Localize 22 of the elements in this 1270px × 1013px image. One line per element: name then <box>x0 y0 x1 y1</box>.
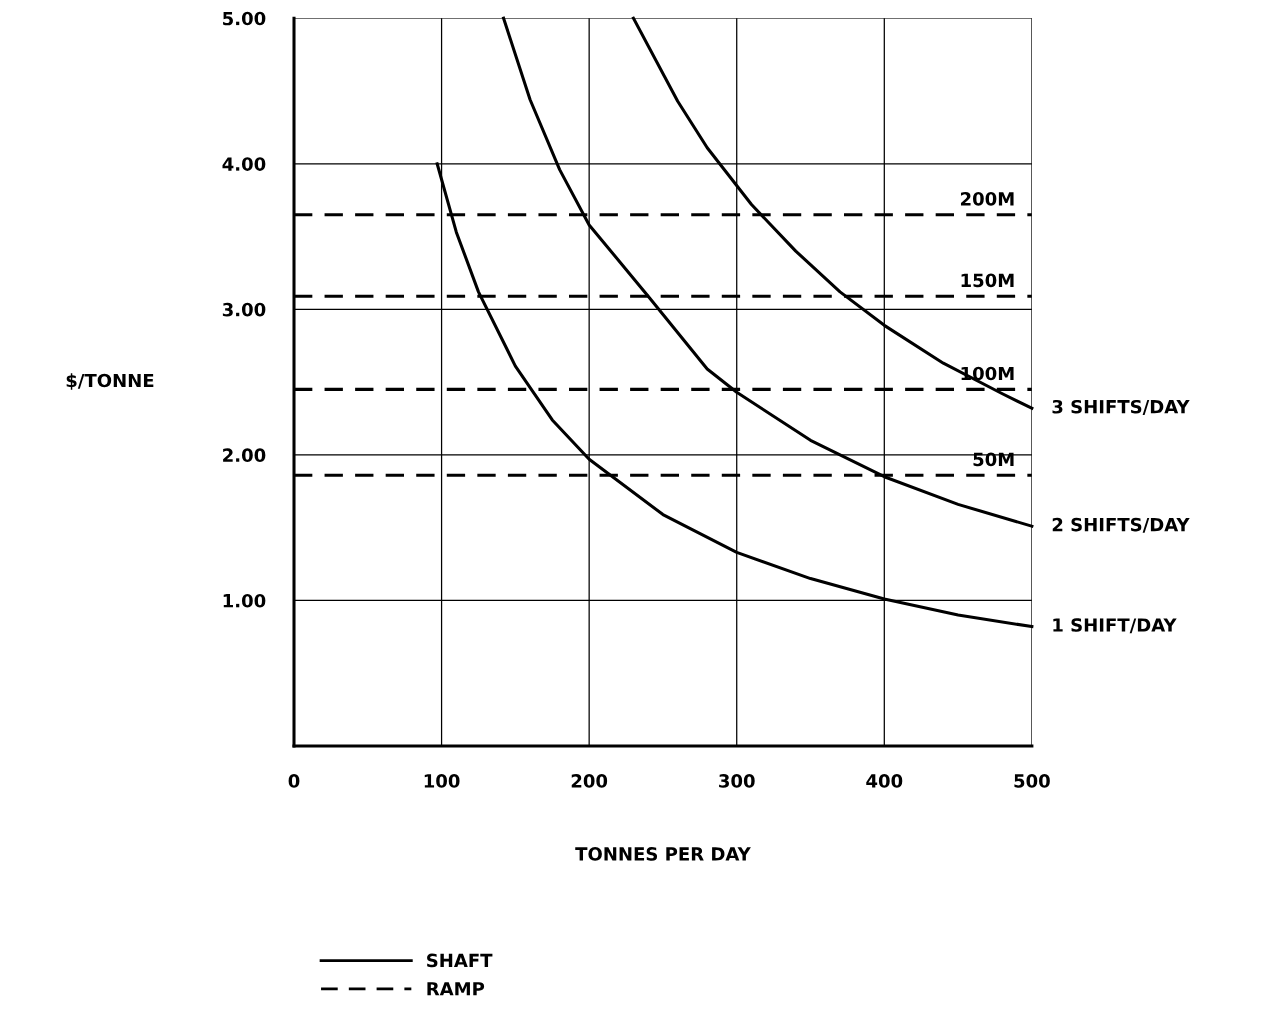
series-label: 3 SHIFTS/DAY <box>1052 399 1190 415</box>
x-tick-label: 500 <box>1014 774 1050 788</box>
y-tick-label: 1.00 <box>223 593 266 608</box>
y-axis-title: $/TONNE <box>66 373 154 390</box>
y-tick-label: 3.00 <box>222 302 266 317</box>
ref-line-label: 100M <box>961 366 1014 381</box>
x-axis-title: TONNES PER DAY <box>575 847 751 861</box>
x-tick-label: 400 <box>866 774 903 788</box>
ref-line-label: 150M <box>961 273 1014 288</box>
x-tick-label: 0 <box>288 774 300 788</box>
x-tick-label: 200 <box>571 774 608 788</box>
ref-line-label: 50M <box>973 452 1014 467</box>
series-label: 2 SHIFTS/DAY <box>1052 517 1190 533</box>
y-tick-label: 5.00 <box>223 11 266 26</box>
x-tick-label: 300 <box>719 774 755 788</box>
series-label: 1 SHIFT/DAY <box>1053 618 1177 634</box>
y-tick-label: 2.00 <box>223 448 266 462</box>
text: SHAFT <box>427 953 493 968</box>
ref-line-label: 200M <box>960 192 1014 206</box>
text: RAMP <box>427 982 485 996</box>
x-tick-label: 100 <box>424 774 460 788</box>
y-tick-label: 4.00 <box>222 157 266 171</box>
